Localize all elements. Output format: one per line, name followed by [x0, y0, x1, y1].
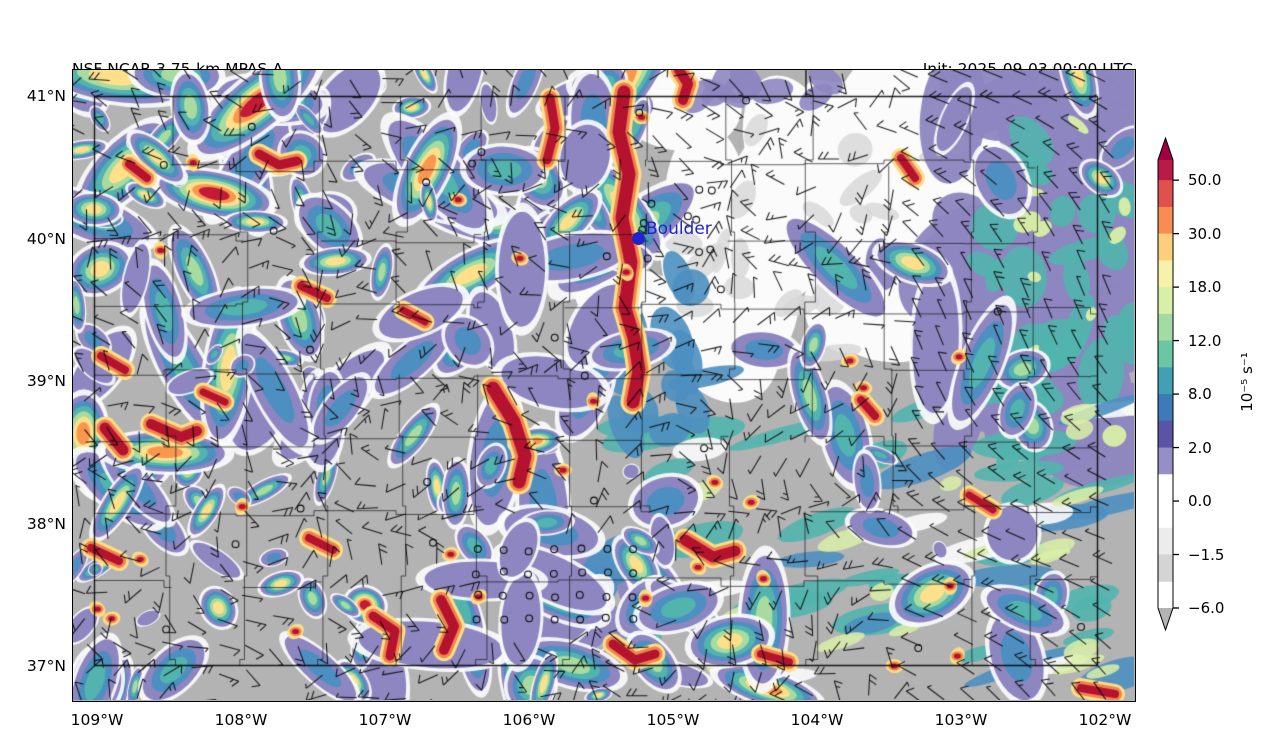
colorbar-tick-label: 2.0 [1188, 438, 1212, 457]
x-axis-label: 107°W [358, 711, 412, 729]
vorticity-wind-map-canvas [73, 70, 1134, 700]
x-axis-label: 108°W [214, 711, 268, 729]
y-axis-label: 38°N [26, 514, 66, 533]
colorbar-tick-label: 12.0 [1188, 331, 1222, 350]
colorbar-unit-label: 10⁻⁵ s⁻¹ [1238, 352, 1256, 412]
x-axis-label: 106°W [502, 711, 556, 729]
colorbar-tick-label: 0.0 [1188, 492, 1212, 511]
y-axis-label: 39°N [26, 372, 66, 390]
map-plot-area [72, 69, 1136, 702]
x-axis-label: 102°W [1078, 711, 1132, 729]
colorbar-tick-label: −1.5 [1188, 545, 1225, 564]
colorbar-tick-label: 50.0 [1188, 171, 1222, 190]
x-axis-label: 103°W [934, 711, 988, 729]
vorticity-colorbar [1157, 136, 1179, 632]
y-axis-label: 41°N [26, 87, 66, 105]
boulder-marker-label: Boulder [646, 219, 712, 239]
colorbar-tick-label: 30.0 [1188, 224, 1222, 243]
x-axis-label: 105°W [646, 711, 700, 729]
boulder-marker-dot [632, 232, 645, 245]
colorbar-tick-label: 8.0 [1188, 385, 1212, 404]
y-axis-label: 37°N [26, 657, 66, 675]
colorbar-tick-label: 18.0 [1188, 278, 1222, 297]
colorbar-tick-label: −6.0 [1188, 599, 1225, 617]
x-axis-label: 104°W [790, 711, 844, 729]
y-axis-label: 40°N [26, 229, 66, 248]
x-axis-label: 109°W [70, 711, 124, 729]
